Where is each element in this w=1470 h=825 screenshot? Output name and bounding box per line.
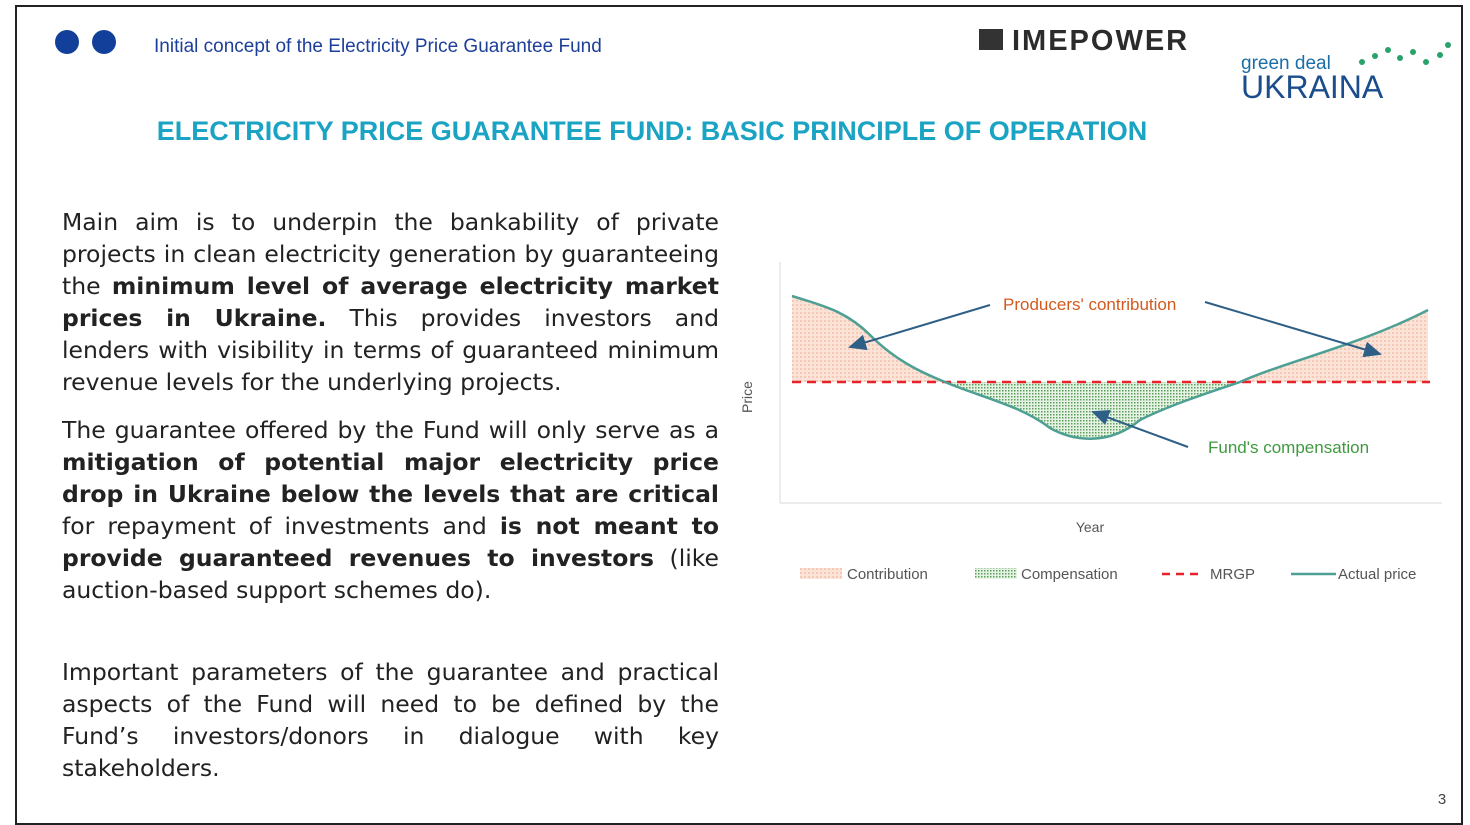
contribution-area	[792, 296, 1428, 382]
logo-green-deal: green deal	[1241, 53, 1331, 74]
legend-swatch	[800, 568, 842, 579]
actual-price-line	[791, 294, 1429, 440]
bold-text: mitigation of potential major electricit…	[62, 448, 719, 508]
legend-swatch	[975, 568, 1017, 579]
text: The guarantee offered by the Fund will o…	[62, 416, 719, 444]
bold-text: is not meant to provide guaranteed reven…	[62, 512, 719, 572]
paragraph: Important parameters of the guarantee an…	[62, 656, 719, 784]
logo-ukraina: UKRAINA	[1241, 69, 1384, 105]
slide-title: ELECTRICITY PRICE GUARANTEE FUND: BASIC …	[157, 116, 1148, 146]
x-axis-label: Year	[1076, 519, 1105, 535]
legend-label: Compensation	[1021, 566, 1118, 583]
legend-label: Contribution	[847, 566, 928, 583]
text: This provides investors and lenders with…	[62, 304, 720, 396]
annotation: Producers' contribution	[1003, 295, 1176, 314]
text: (like auction-based support schemes do).	[62, 544, 719, 604]
legend-label: MRGP	[1210, 566, 1255, 583]
text: for repayment of investments and	[62, 512, 500, 540]
logo-imepower: IMEPOWER	[1012, 25, 1189, 57]
text: Important parameters of the guarantee an…	[62, 658, 719, 782]
body-text: Main aim is to underpin the bankability …	[62, 206, 719, 800]
arrow	[1204, 301, 1382, 358]
logo-icon	[979, 29, 1003, 50]
bold-text: minimum level of average electricity mar…	[62, 272, 719, 332]
paragraph: The guarantee offered by the Fund will o…	[62, 414, 719, 606]
annotation: Fund's compensation	[1208, 438, 1369, 457]
dot	[92, 30, 116, 54]
page-number: 3	[1438, 791, 1446, 808]
legend-label: Actual price	[1338, 566, 1416, 583]
dot	[55, 30, 79, 54]
subtitle: Initial concept of the Electricity Price…	[154, 36, 602, 57]
y-axis-label: Price	[739, 381, 755, 413]
arrow	[1091, 410, 1189, 448]
arrow	[848, 304, 991, 351]
paragraph: Main aim is to underpin the bankability …	[62, 206, 719, 398]
logo-dots	[1359, 42, 1451, 65]
text: Main aim is to underpin the bankability …	[62, 208, 719, 300]
